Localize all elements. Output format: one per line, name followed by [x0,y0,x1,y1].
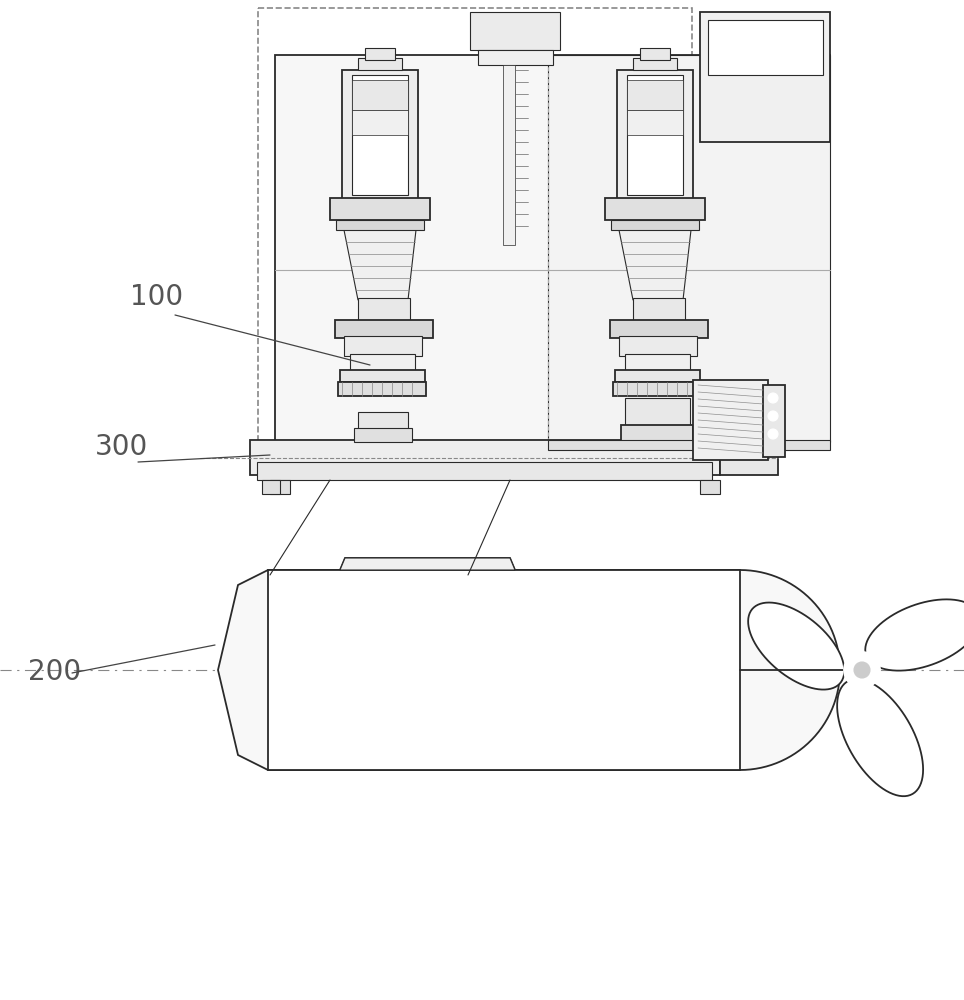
Bar [365,48,395,60]
Bar [613,382,701,396]
Bar [548,440,830,450]
Bar [700,12,830,142]
Bar [342,70,418,200]
Bar [627,110,683,135]
Bar [336,220,424,230]
Text: 200: 200 [28,658,81,686]
Bar [611,220,699,230]
Bar [250,440,720,475]
Bar [330,198,430,220]
Bar [340,370,425,382]
Bar [257,462,712,480]
Bar [344,336,422,356]
Bar [619,336,697,356]
Circle shape [768,429,778,439]
Bar [700,480,720,494]
Polygon shape [866,599,964,671]
Bar [275,55,830,442]
Bar [335,320,433,338]
Bar [627,75,683,195]
Bar [268,570,740,770]
Bar [693,380,768,460]
Polygon shape [619,230,691,300]
Text: 300: 300 [95,433,148,461]
Bar [350,354,415,372]
Bar [503,65,515,245]
Bar [720,445,778,475]
Bar [625,398,690,428]
Bar [708,20,823,75]
Bar [352,80,408,110]
Circle shape [768,393,778,403]
Polygon shape [748,603,844,690]
Polygon shape [837,679,924,796]
Bar [640,48,670,60]
Bar [262,480,280,494]
Bar [605,198,705,220]
Bar [621,425,693,443]
Bar [610,320,708,338]
Polygon shape [218,558,840,770]
Bar [358,412,408,430]
Bar [633,298,685,323]
Bar [763,385,785,457]
Bar [548,55,830,442]
Bar [358,58,402,70]
Circle shape [844,652,880,688]
Bar [358,298,410,323]
Bar [625,354,690,372]
Bar [633,58,677,70]
Bar [338,382,426,396]
Bar [617,70,693,200]
Circle shape [854,662,870,678]
Text: 100: 100 [130,283,183,311]
Polygon shape [340,558,515,570]
Bar [470,12,560,50]
Bar [352,75,408,195]
Bar [270,480,290,494]
Bar [627,80,683,110]
Bar [352,110,408,135]
Bar [354,428,412,442]
Bar [258,8,692,462]
Circle shape [768,411,778,421]
Bar [478,50,553,65]
Bar [615,370,700,382]
Polygon shape [344,230,416,300]
